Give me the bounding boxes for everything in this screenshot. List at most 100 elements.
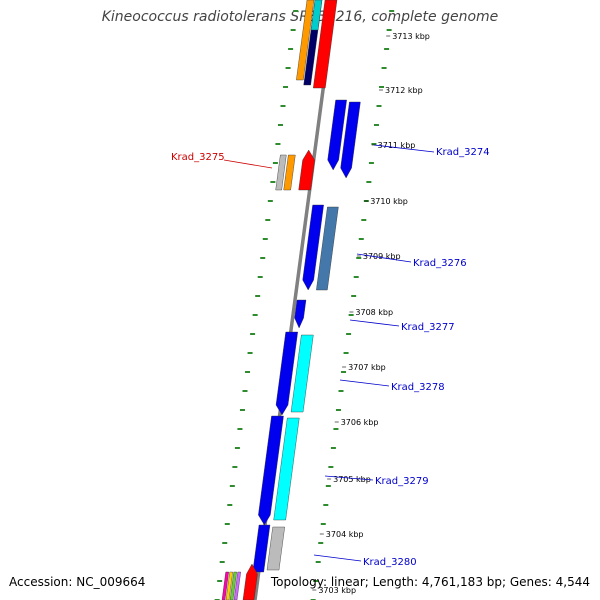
- ruler-label: 3710 kbp: [370, 197, 408, 206]
- left-rail-tick: [267, 200, 273, 202]
- gene-block[interactable]: [275, 331, 298, 416]
- left-rail-tick: [285, 67, 291, 69]
- right-rail-tick: [325, 485, 331, 487]
- gene-block[interactable]: [316, 206, 339, 291]
- left-rail-tick: [227, 504, 233, 506]
- right-rail-tick: [313, 580, 319, 582]
- right-rail-tick: [348, 314, 354, 316]
- kbp-ruler: 3713 kbp 3712 kbp 3711 kbp 3710 kbp 3709 kbp…: [312, 32, 430, 595]
- right-rail-tick: [381, 67, 387, 69]
- callout-leader: [223, 159, 273, 169]
- right-rail-tick: [386, 29, 392, 31]
- gene-block[interactable]: [258, 415, 284, 526]
- right-rail-tick: [343, 352, 349, 354]
- accession-text: Accession: NC_009664: [9, 575, 146, 589]
- gene-block[interactable]: [233, 571, 241, 600]
- genome-title: Kineococcus radiotolerans SRS30216, comp…: [101, 9, 499, 25]
- left-rail-tick: [247, 352, 253, 354]
- ruler-label: 3705 kbp: [333, 475, 371, 484]
- gene-block[interactable]: [294, 299, 307, 329]
- ruler-label: 3707 kbp: [348, 363, 386, 372]
- right-rail-tick: [320, 523, 326, 525]
- gene-label[interactable]: Krad_3280: [363, 557, 417, 568]
- left-rail-tick: [239, 409, 245, 411]
- gene-block[interactable]: [296, 0, 315, 81]
- ruler-label: 3711 kbp: [378, 141, 416, 150]
- right-rail-tick: [356, 257, 362, 259]
- gene-label[interactable]: Krad_3275: [171, 152, 225, 163]
- right-rail-tick: [333, 428, 339, 430]
- callout-leader: [339, 379, 390, 387]
- left-rail-tick: [245, 371, 251, 373]
- right-rail-tick: [373, 124, 379, 126]
- gene-block[interactable]: [225, 571, 233, 600]
- gene-block[interactable]: [275, 154, 287, 191]
- right-rail-tick: [379, 86, 385, 88]
- gene-block[interactable]: [273, 417, 300, 521]
- callout-leader: [349, 319, 400, 327]
- gene-label[interactable]: Krad_3279: [375, 476, 429, 487]
- left-rail-tick: [288, 48, 294, 50]
- gene-block[interactable]: [252, 524, 271, 573]
- left-rail-tick: [283, 86, 289, 88]
- left-rail-tick: [293, 10, 299, 12]
- gene-block[interactable]: [266, 526, 285, 571]
- gene-block[interactable]: [290, 334, 314, 413]
- left-rail-tick: [290, 29, 296, 31]
- gene-block[interactable]: [313, 0, 338, 89]
- right-rail-tick: [315, 561, 321, 563]
- right-rail-tick: [328, 466, 334, 468]
- genome-stats-text: Topology: linear; Length: 4,761,183 bp; …: [270, 575, 590, 589]
- right-rail-tick: [341, 371, 347, 373]
- left-rail-tick: [260, 257, 266, 259]
- gene-block[interactable]: [221, 571, 229, 600]
- gene-block[interactable]: [283, 154, 296, 191]
- right-rail-tick: [358, 238, 364, 240]
- right-rail-tick: [323, 504, 329, 506]
- left-rail-tick: [280, 105, 286, 107]
- right-rail-tick: [371, 143, 377, 145]
- right-rail-tick: [368, 162, 374, 164]
- gene-label[interactable]: Krad_3278: [391, 382, 445, 393]
- ruler-label: 3709 kbp: [363, 252, 401, 261]
- left-rail-tick: [234, 447, 240, 449]
- gene-callouts: Krad_3275 Krad_3274 Krad_3276 Krad_3277 Krad…: [171, 144, 490, 568]
- left-rail-tick: [275, 143, 281, 145]
- right-rail-tick: [353, 276, 359, 278]
- right-rail-tick: [389, 10, 395, 12]
- ruler-label: 3704 kbp: [326, 530, 364, 539]
- left-rail-tick: [270, 181, 276, 183]
- ruler-label: 3703 kbp: [318, 586, 356, 595]
- gene-block[interactable]: [327, 99, 347, 171]
- right-rail-tick: [376, 105, 382, 107]
- gene-block[interactable]: [242, 563, 258, 600]
- right-rail-tick: [346, 333, 352, 335]
- gene-label[interactable]: Krad_3274: [436, 147, 490, 158]
- left-rail-tick: [224, 523, 230, 525]
- gene-block[interactable]: [302, 204, 324, 291]
- left-rail-tick: [277, 124, 283, 126]
- gene-label[interactable]: Krad_3277: [401, 322, 455, 333]
- left-rail-tick: [222, 542, 228, 544]
- left-rail-tick: [255, 295, 261, 297]
- ruler-label: 3706 kbp: [341, 418, 379, 427]
- ruler-label: 3713 kbp: [392, 32, 430, 41]
- left-rail-tick: [217, 580, 223, 582]
- ruler-label: 3708 kbp: [355, 308, 393, 317]
- left-rail-tick: [219, 561, 225, 563]
- right-rail-tick: [335, 409, 341, 411]
- gene-block[interactable]: [298, 149, 315, 191]
- left-rail-tick: [272, 162, 278, 164]
- right-rail-tick: [351, 295, 357, 297]
- right-rail-tick: [366, 181, 372, 183]
- left-rail-tick: [252, 314, 258, 316]
- right-rail-tick: [361, 219, 367, 221]
- gene-block[interactable]: [229, 571, 237, 600]
- left-rail-tick: [250, 333, 256, 335]
- gene-block[interactable]: [340, 101, 361, 179]
- gene-block[interactable]: [310, 0, 323, 31]
- gene-label[interactable]: Krad_3276: [413, 258, 467, 269]
- ruler-label: 3712 kbp: [385, 86, 423, 95]
